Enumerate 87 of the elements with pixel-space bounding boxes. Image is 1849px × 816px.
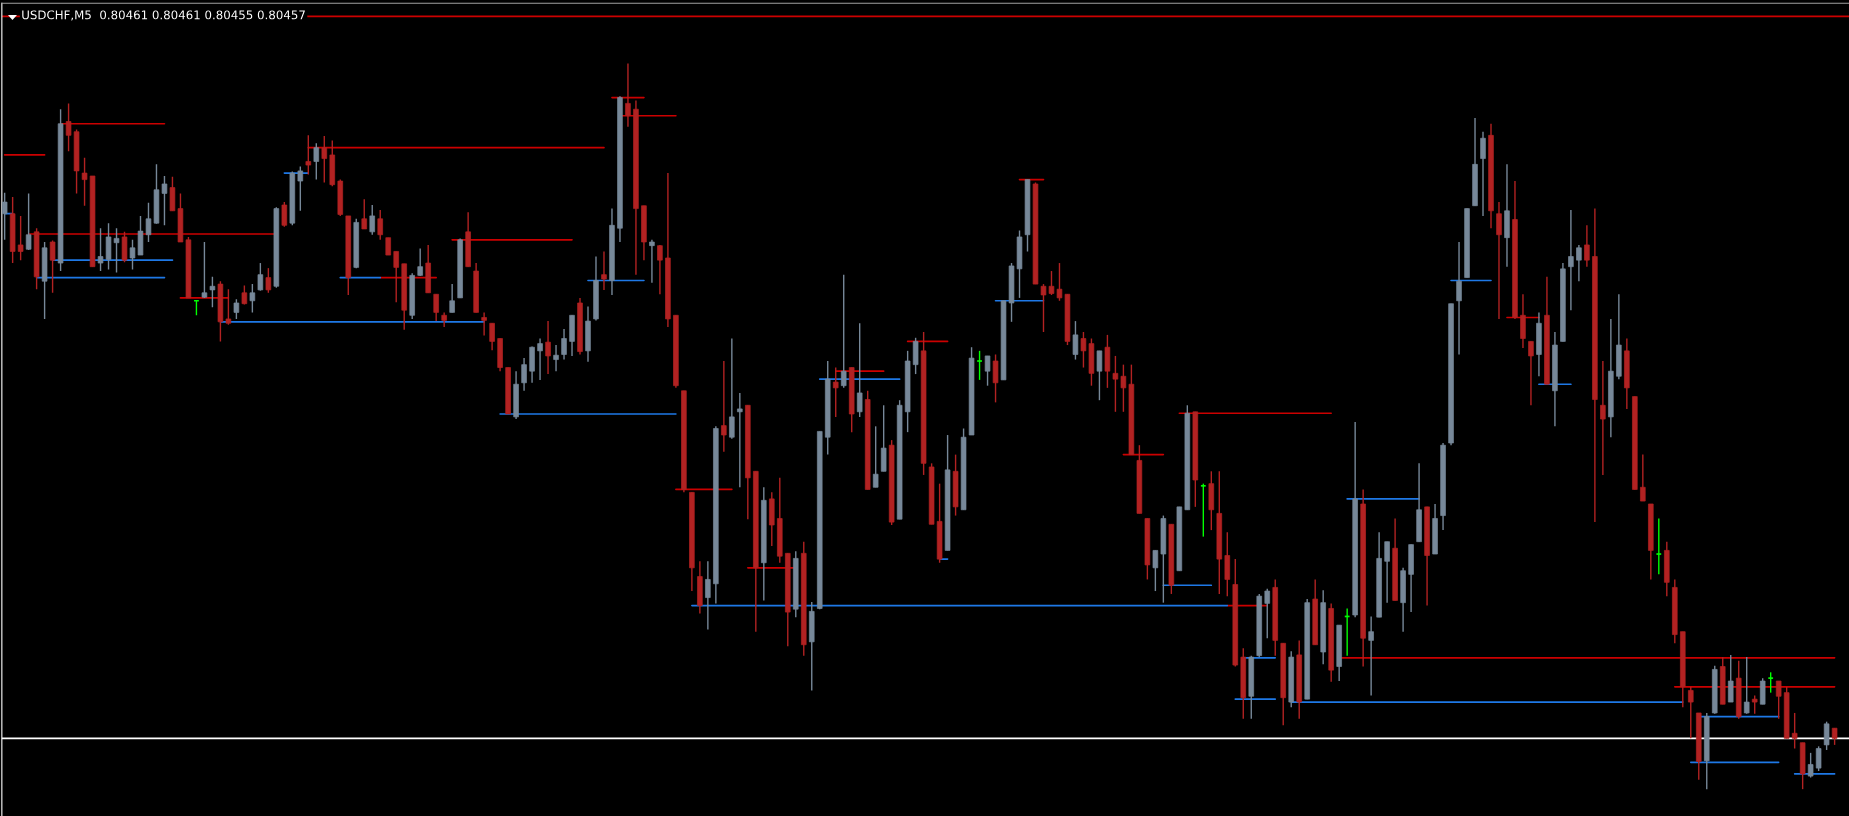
candlestick: [529, 345, 535, 384]
candlestick: [1520, 293, 1526, 349]
candlestick: [305, 134, 312, 176]
candlestick: [1384, 541, 1390, 604]
candlestick: [25, 192, 32, 251]
candlestick: [1767, 671, 1774, 694]
candlestick: [1655, 517, 1663, 576]
candlestick: [1600, 360, 1606, 476]
candlestick: [1815, 745, 1822, 772]
candlestick: [856, 322, 863, 418]
candlestick: [321, 135, 328, 184]
candlestick: [49, 239, 56, 294]
candlestick: [976, 350, 983, 381]
candlestick: [121, 231, 128, 264]
candlestick: [1152, 549, 1159, 592]
candlestick: [481, 311, 487, 337]
candlestick: [1264, 588, 1270, 639]
candlestick: [1224, 531, 1231, 597]
candlestick: [1, 191, 8, 241]
candlestick: [832, 366, 839, 418]
candlestick: [225, 288, 232, 326]
chart-title: USDCHF,M5 0.80461 0.80461 0.80455 0.80457: [22, 10, 305, 21]
candlestick: [992, 353, 999, 404]
candlestick: [449, 283, 455, 314]
candlestick: [1080, 331, 1087, 369]
candlestick: [1120, 363, 1127, 413]
candlestick: [17, 215, 24, 261]
candlestick: [433, 293, 439, 322]
candlestick: [1568, 209, 1574, 311]
candlestick: [201, 241, 208, 299]
candlestick: [1823, 720, 1830, 751]
candlestick: [729, 337, 735, 440]
candlestick: [601, 250, 607, 291]
candlestick: [872, 425, 879, 488]
candlestick: [281, 201, 288, 228]
candlestick: [249, 283, 256, 314]
candlestick: [489, 322, 495, 351]
candlestick: [721, 360, 727, 453]
candlestick: [561, 328, 567, 361]
candlestick: [265, 267, 272, 294]
candlestick: [705, 560, 711, 631]
candlestick: [377, 209, 383, 241]
candlestick: [1096, 350, 1103, 401]
candlestick: [81, 157, 88, 207]
candlestick: [649, 239, 655, 284]
candlestick: [1791, 712, 1798, 750]
candlestick: [1496, 201, 1502, 320]
candlestick: [1480, 131, 1486, 217]
candlestick: [657, 244, 663, 295]
candlestick: [417, 247, 423, 277]
candlestick: [393, 250, 399, 303]
candlestick: [537, 337, 543, 381]
candlestick: [840, 273, 847, 389]
candlestick: [545, 320, 551, 375]
candlestick: [984, 355, 991, 387]
candlestick: [1727, 654, 1734, 703]
candlestick: [1751, 694, 1758, 715]
candlestick: [209, 276, 216, 309]
candlestick: [1743, 656, 1750, 715]
candlestick: [912, 337, 919, 375]
candlestick: [1640, 453, 1646, 502]
candlestick: [521, 357, 527, 392]
candlestick: [257, 262, 264, 292]
candlestick: [1456, 241, 1462, 356]
candlestick: [1368, 615, 1374, 697]
candlestick: [297, 165, 304, 212]
candlestick: [313, 142, 320, 181]
candlestick: [1576, 244, 1582, 282]
candlestick: [1112, 355, 1119, 413]
candlestick: [1688, 686, 1694, 740]
candlestick: [361, 198, 367, 230]
candlestick: [553, 344, 559, 372]
candlestick: [1072, 320, 1079, 361]
candlestick: [1759, 677, 1766, 705]
candlestick: [625, 62, 631, 128]
candlestick: [1807, 752, 1814, 779]
candlestick: [369, 204, 375, 236]
candlestick: [65, 102, 72, 152]
candlestick: [1104, 334, 1111, 389]
candlestick: [441, 311, 447, 328]
candlestick: [1775, 680, 1782, 720]
candlestick: [880, 404, 887, 473]
candlestick: [233, 298, 240, 320]
candlestick: [1200, 482, 1207, 538]
candlestick: [737, 392, 743, 488]
candlestick: [1584, 224, 1590, 268]
candlestick: [1528, 340, 1534, 406]
